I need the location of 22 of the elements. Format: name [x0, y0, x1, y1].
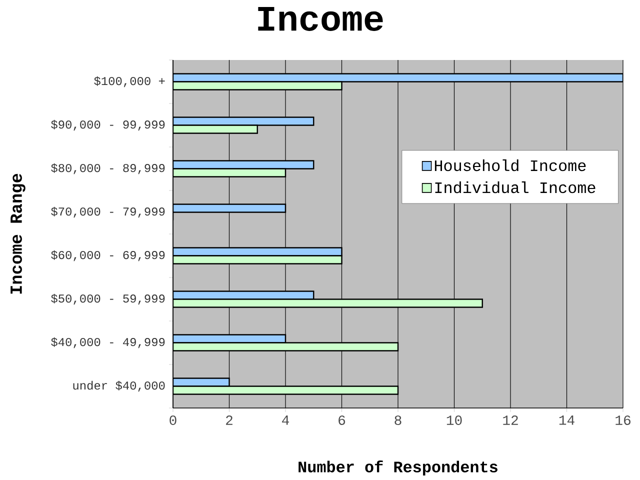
- y-tick-label: under $40,000: [73, 380, 165, 392]
- y-tick-label: $70,000 - 79,999: [51, 206, 165, 218]
- legend-label: Individual Income: [435, 181, 596, 194]
- y-tick-label: $40,000 - 49,999: [51, 337, 165, 348]
- x-tick-label: 2: [226, 416, 232, 425]
- x-tick-label: 0: [170, 416, 176, 425]
- x-tick-label: 6: [338, 416, 346, 425]
- x-tick-label: 12: [503, 416, 518, 425]
- chart-title: Income: [258, 7, 383, 31]
- x-tick-label: 8: [394, 416, 402, 425]
- x-tick-label: 16: [616, 416, 630, 425]
- legend-label: Household Income: [434, 159, 586, 172]
- y-tick-label: $80,000 - 89,999: [51, 163, 165, 174]
- y-tick-label: $50,000 - 59,999: [51, 294, 165, 305]
- x-tick-label: 10: [446, 416, 462, 425]
- x-tick-label: 4: [282, 416, 289, 425]
- y-tick-label: $60,000 - 69,999: [51, 250, 165, 262]
- y-tick-label: $100,000 +: [94, 76, 165, 88]
- y-axis-title: Income Range: [10, 174, 26, 294]
- y-tick-label: $90,000 - 99,999: [51, 120, 165, 131]
- x-axis-title: Number of Respondents: [298, 460, 498, 476]
- x-tick-label: 14: [559, 416, 574, 425]
